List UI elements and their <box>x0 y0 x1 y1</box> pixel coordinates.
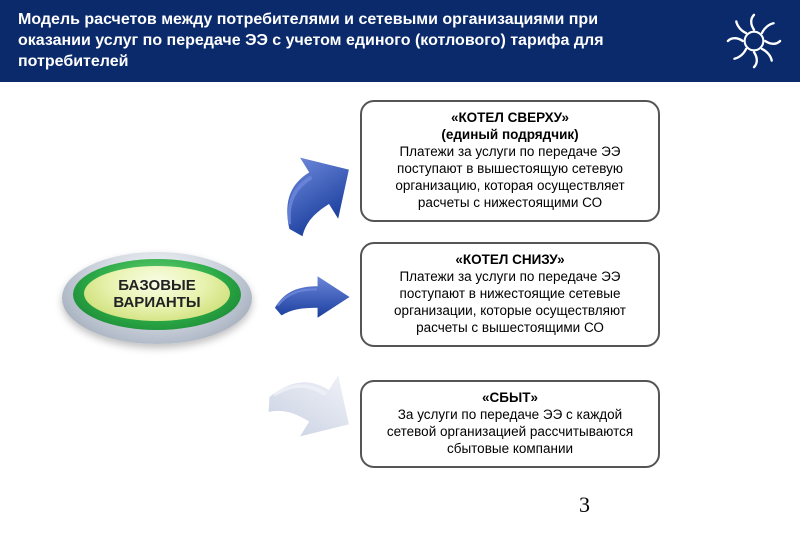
source-node: БАЗОВЫЕ ВАРИАНТЫ <box>62 252 252 344</box>
arrow-0 <box>254 135 373 251</box>
box-body: Платежи за услуги по передаче ЭЭ поступа… <box>374 269 646 337</box>
box-body: Платежи за услуги по передаче ЭЭ поступа… <box>374 144 646 212</box>
diagram-canvas: БАЗОВЫЕ ВАРИАНТЫ «КОТЕЛ СВЕРХУ»(единый п… <box>0 82 800 526</box>
arrow-2 <box>254 345 373 461</box>
header-bar: Модель расчетов между потребителями и се… <box>0 0 800 82</box>
arrow-1 <box>270 274 352 320</box>
source-label: БАЗОВЫЕ ВАРИАНТЫ <box>84 277 230 312</box>
source-inner-face: БАЗОВЫЕ ВАРИАНТЫ <box>84 266 230 321</box>
box-subtitle: (единый подрядчик) <box>374 127 646 144</box>
box-title: «СБЫТ» <box>374 390 646 407</box>
option-box-2: «СБЫТ»За услуги по передаче ЭЭ с каждой … <box>360 380 660 468</box>
option-box-0: «КОТЕЛ СВЕРХУ»(единый подрядчик)Платежи … <box>360 100 660 221</box>
company-logo-icon <box>726 13 782 69</box>
box-title: «КОТЕЛ СНИЗУ» <box>374 252 646 269</box>
box-title: «КОТЕЛ СВЕРХУ» <box>374 110 646 127</box>
option-box-1: «КОТЕЛ СНИЗУ»Платежи за услуги по переда… <box>360 242 660 346</box>
page-title: Модель расчетов между потребителями и се… <box>18 10 668 72</box>
page-number: 3 <box>579 492 590 518</box>
box-body: За услуги по передаче ЭЭ с каждой сетево… <box>374 407 646 458</box>
